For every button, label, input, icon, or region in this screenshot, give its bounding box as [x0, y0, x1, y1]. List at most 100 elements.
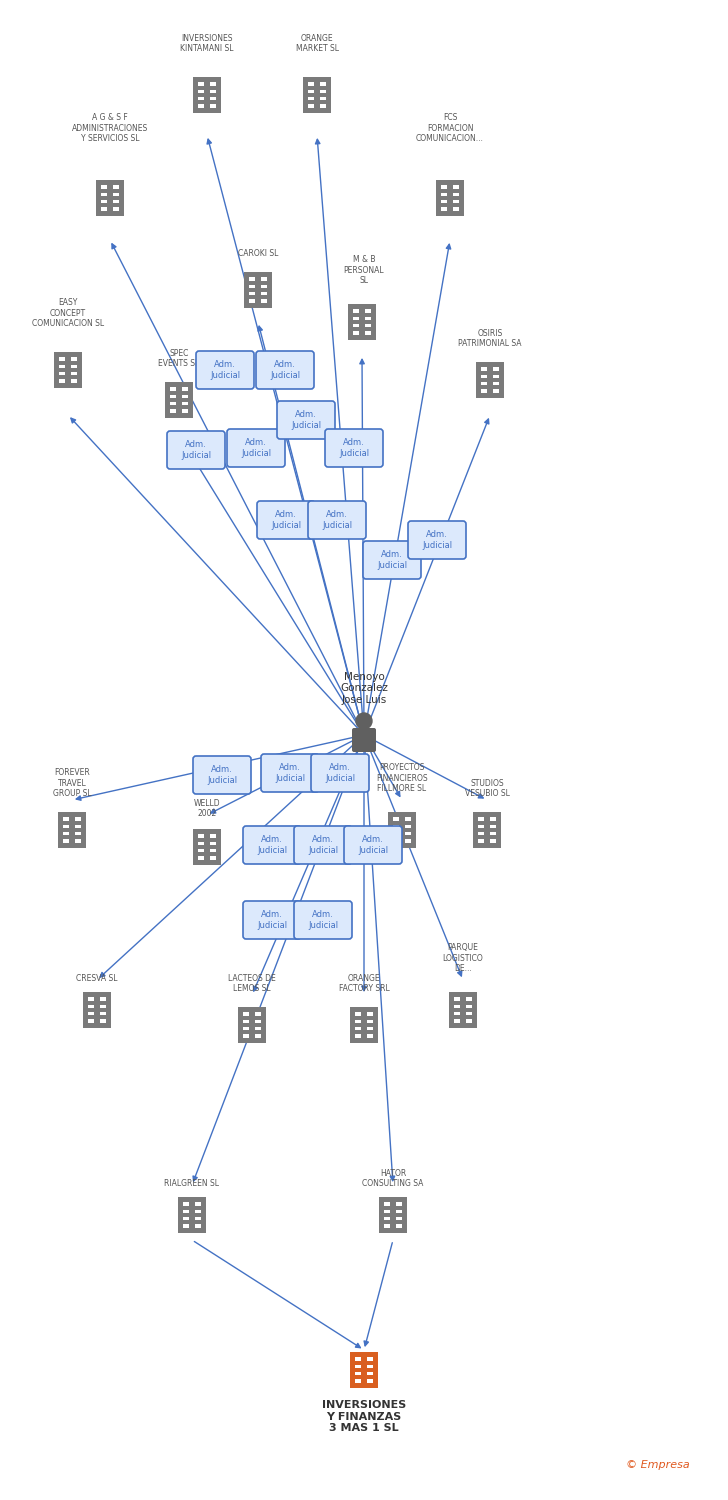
Bar [453, 186, 459, 189]
Bar [165, 382, 193, 418]
Bar [63, 825, 69, 828]
Text: Adm.
Judicial: Adm. Judicial [308, 836, 338, 855]
Bar [63, 833, 69, 836]
Bar [388, 812, 416, 814]
Bar [478, 825, 484, 828]
Bar [63, 839, 69, 843]
Bar [96, 214, 124, 216]
Bar [54, 386, 82, 388]
Bar [366, 1034, 373, 1038]
FancyBboxPatch shape [352, 728, 376, 752]
Circle shape [356, 712, 372, 729]
Bar [198, 104, 205, 108]
Bar [198, 856, 205, 859]
Bar [395, 1209, 402, 1214]
Bar [170, 410, 176, 413]
Bar [441, 186, 448, 189]
Text: A G & S F
ADMINISTRACIONES
Y SERVICIOS SL: A G & S F ADMINISTRACIONES Y SERVICIOS S… [72, 112, 148, 142]
FancyBboxPatch shape [257, 501, 315, 538]
Bar [355, 1372, 362, 1376]
Bar [348, 304, 376, 340]
Bar [193, 76, 221, 112]
Bar [165, 382, 193, 386]
Text: Menoyo
Gonzalez
Jose Luis: Menoyo Gonzalez Jose Luis [340, 672, 388, 705]
Text: Adm.
Judicial: Adm. Judicial [358, 836, 388, 855]
Bar [170, 394, 176, 398]
Bar [249, 298, 256, 303]
Text: PROYECTOS
FINANCIEROS
FILLMORE SL: PROYECTOS FINANCIEROS FILLMORE SL [376, 764, 428, 794]
Bar [170, 387, 176, 392]
Bar [355, 1365, 362, 1368]
Bar [393, 839, 400, 843]
Bar [449, 992, 477, 994]
Bar [303, 111, 331, 112]
Text: Adm.
Judicial: Adm. Judicial [210, 360, 240, 380]
FancyBboxPatch shape [325, 429, 383, 466]
Bar [255, 1028, 261, 1030]
Text: OSIRIS
PATRIMONIAL SA: OSIRIS PATRIMONIAL SA [458, 328, 522, 348]
Bar [261, 298, 266, 303]
Bar [465, 1019, 472, 1023]
Text: PARQUE
LOGISTICO
DE...: PARQUE LOGISTICO DE... [443, 944, 483, 974]
Bar [350, 1041, 378, 1042]
Bar [353, 332, 360, 334]
Bar [320, 98, 325, 100]
Bar [113, 200, 119, 204]
Bar [453, 200, 459, 204]
FancyBboxPatch shape [196, 351, 254, 388]
FancyBboxPatch shape [277, 400, 335, 439]
Bar [355, 1358, 362, 1360]
Text: Adm.
Judicial: Adm. Judicial [325, 764, 355, 783]
Bar [478, 839, 484, 843]
Bar [436, 180, 464, 183]
Text: WELLD
2002: WELLD 2002 [194, 798, 221, 818]
Bar [453, 192, 459, 196]
Bar [194, 1203, 201, 1206]
Text: Adm.
Judicial: Adm. Judicial [270, 360, 300, 380]
Bar [59, 380, 66, 382]
Bar [210, 842, 215, 844]
FancyBboxPatch shape [311, 754, 369, 792]
Bar [384, 1209, 390, 1214]
Bar [489, 825, 496, 828]
Text: Adm.
Judicial: Adm. Judicial [275, 764, 305, 783]
FancyBboxPatch shape [167, 430, 225, 470]
FancyBboxPatch shape [243, 902, 301, 939]
Text: CAROKI SL: CAROKI SL [238, 249, 278, 258]
Bar [320, 104, 325, 108]
Bar [74, 833, 81, 836]
FancyBboxPatch shape [261, 754, 319, 792]
Bar [489, 833, 496, 836]
Text: ORANGE
FACTORY SRL: ORANGE FACTORY SRL [339, 974, 389, 993]
Bar [193, 76, 221, 80]
Bar [465, 998, 472, 1000]
Bar [101, 186, 108, 189]
Text: EASY
CONCEPT
COMUNICACION SL: EASY CONCEPT COMUNICACION SL [32, 298, 104, 328]
Bar [478, 833, 484, 836]
Bar [453, 207, 459, 210]
Bar [473, 812, 501, 814]
FancyBboxPatch shape [308, 501, 366, 538]
Bar [350, 1386, 378, 1388]
Bar [436, 180, 464, 216]
Bar [365, 309, 371, 314]
Bar [96, 180, 124, 183]
Bar [309, 98, 314, 100]
Bar [320, 90, 325, 93]
Bar [261, 292, 266, 296]
Bar [210, 82, 215, 86]
Text: HATOR
CONSULTING SA: HATOR CONSULTING SA [363, 1168, 424, 1188]
Bar [165, 416, 193, 419]
FancyBboxPatch shape [294, 902, 352, 939]
Bar [348, 338, 376, 340]
Bar [384, 1203, 390, 1206]
Bar [350, 1352, 378, 1388]
FancyBboxPatch shape [294, 827, 352, 864]
Bar [366, 1378, 373, 1383]
Bar [113, 207, 119, 210]
Bar [493, 375, 499, 378]
Bar [183, 1224, 189, 1227]
Bar [54, 352, 82, 356]
Bar [365, 316, 371, 320]
Bar [59, 372, 66, 375]
